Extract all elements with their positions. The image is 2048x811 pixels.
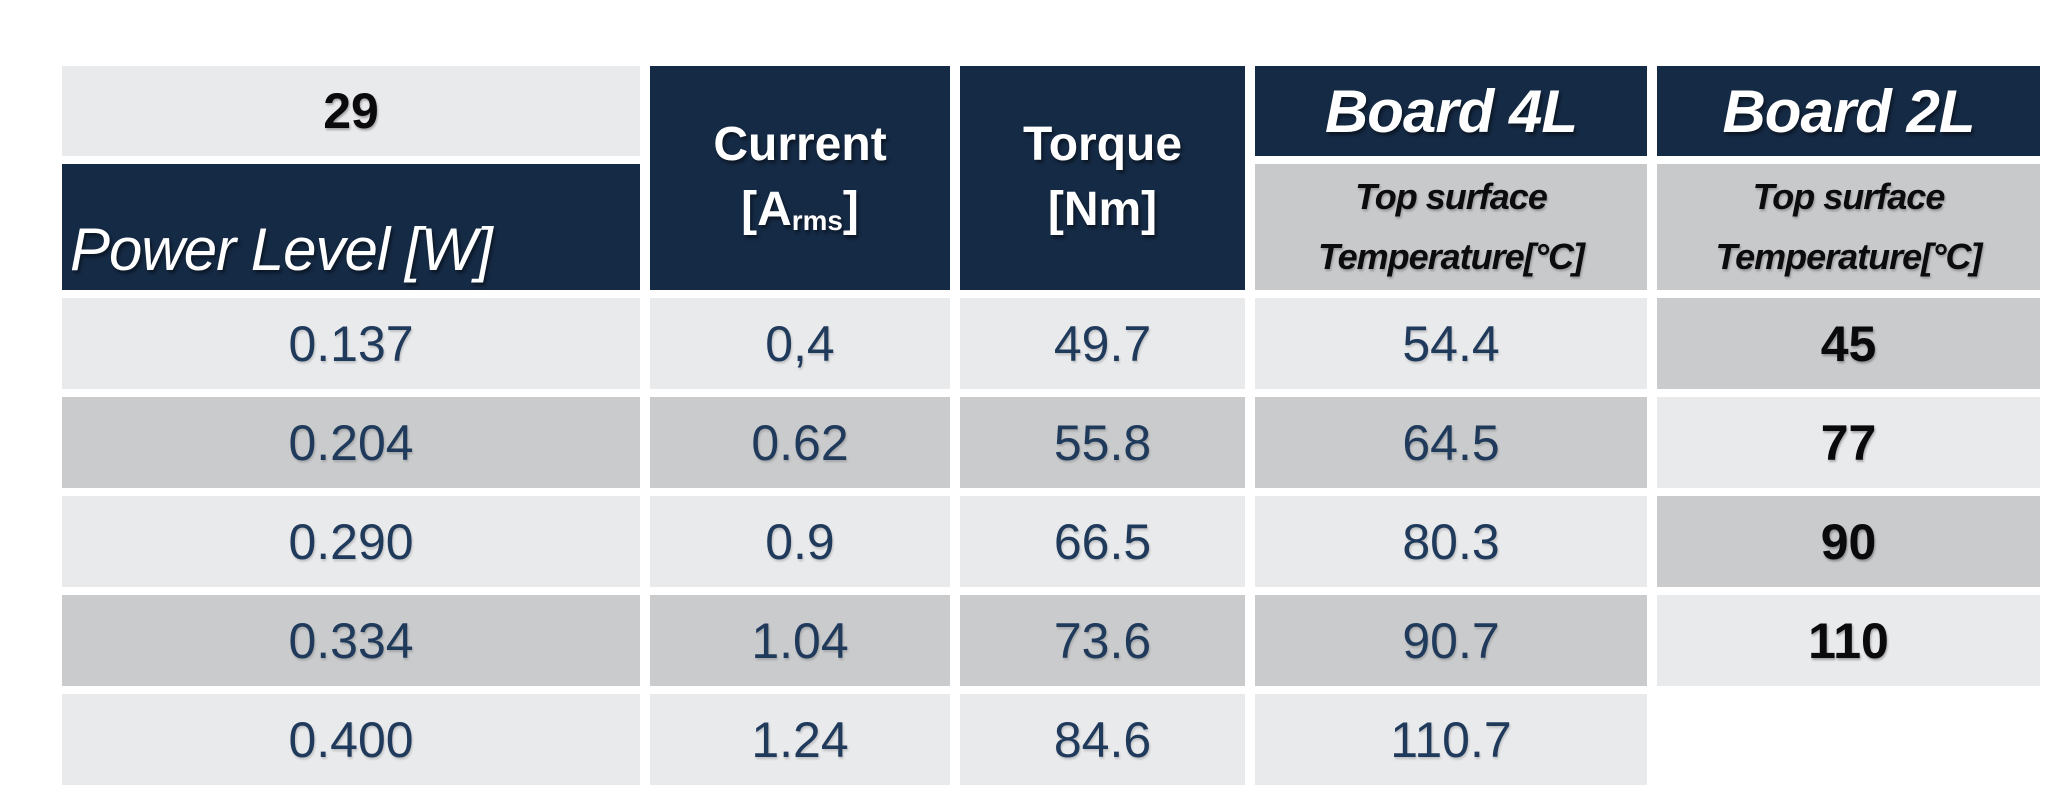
cell-r5-temp-4l: 84.6 [960,694,1245,785]
cell-r4-temp-2l: 90.7 [1255,595,1647,686]
cell-r5-power: 110 [1657,595,2040,686]
torque-header: Torque [Nm] [960,66,1245,290]
cell-r2-temp-4l: 55.8 [960,397,1245,488]
board-4l-subheader-line2: Temperature[°C] [1317,236,1585,277]
torque-header-unit: [Nm] [1047,183,1158,236]
cell-r3-current: 0.290 [62,496,640,587]
cell-r1-torque: 0,4 [650,298,950,389]
cell-r3-temp-4l: 66.5 [960,496,1245,587]
cell-r1-temp-2l: 54.4 [1255,298,1647,389]
cell-r4-torque: 1.04 [650,595,950,686]
board-2l-subheader-line1: Top surface [1752,176,1946,218]
cell-r2-current: 0.204 [62,397,640,488]
cell-r4-current: 0.334 [62,595,640,686]
cell-r1-temp-4l: 49.7 [960,298,1245,389]
cell-r2-temp-2l: 64.5 [1255,397,1647,488]
cell-r1-current: 0.137 [62,298,640,389]
current-unit-subscript: rms [791,205,843,236]
board-2l-subheader: Top surface Temperature[°C] [1657,164,2040,290]
cell-r2-power: 45 [1657,298,2040,389]
temperature-comparison-table: Power Level [W] Current [Arms] Torque [N… [62,66,2044,787]
board-4l-header: Board 4L [1255,66,1647,156]
current-header: Current [Arms] [650,66,950,290]
current-header-label: Current [713,118,887,172]
board-4l-subheader: Top surface Temperature[°C] [1255,164,1647,290]
board-2l-subheader-line2: Temperature[°C] [1715,236,1982,277]
cell-r2-torque: 0.62 [650,397,950,488]
torque-header-label: Torque [1022,118,1183,172]
cell-r3-power: 77 [1657,397,2040,488]
cell-r5-current: 0.400 [62,694,640,785]
cell-r3-temp-2l: 80.3 [1255,496,1647,587]
power-level-header: Power Level [W] [62,164,640,290]
cell-r1-power: 29 [62,66,640,156]
cell-r4-power: 90 [1657,496,2040,587]
cell-r4-temp-4l: 73.6 [960,595,1245,686]
cell-r5-torque: 1.24 [650,694,950,785]
cell-r5-temp-2l: 110.7 [1255,694,1647,785]
cell-r3-torque: 0.9 [650,496,950,587]
board-2l-header: Board 2L [1657,66,2040,156]
board-4l-subheader-line1: Top surface [1355,176,1548,218]
current-header-unit: [Arms] [741,183,859,236]
